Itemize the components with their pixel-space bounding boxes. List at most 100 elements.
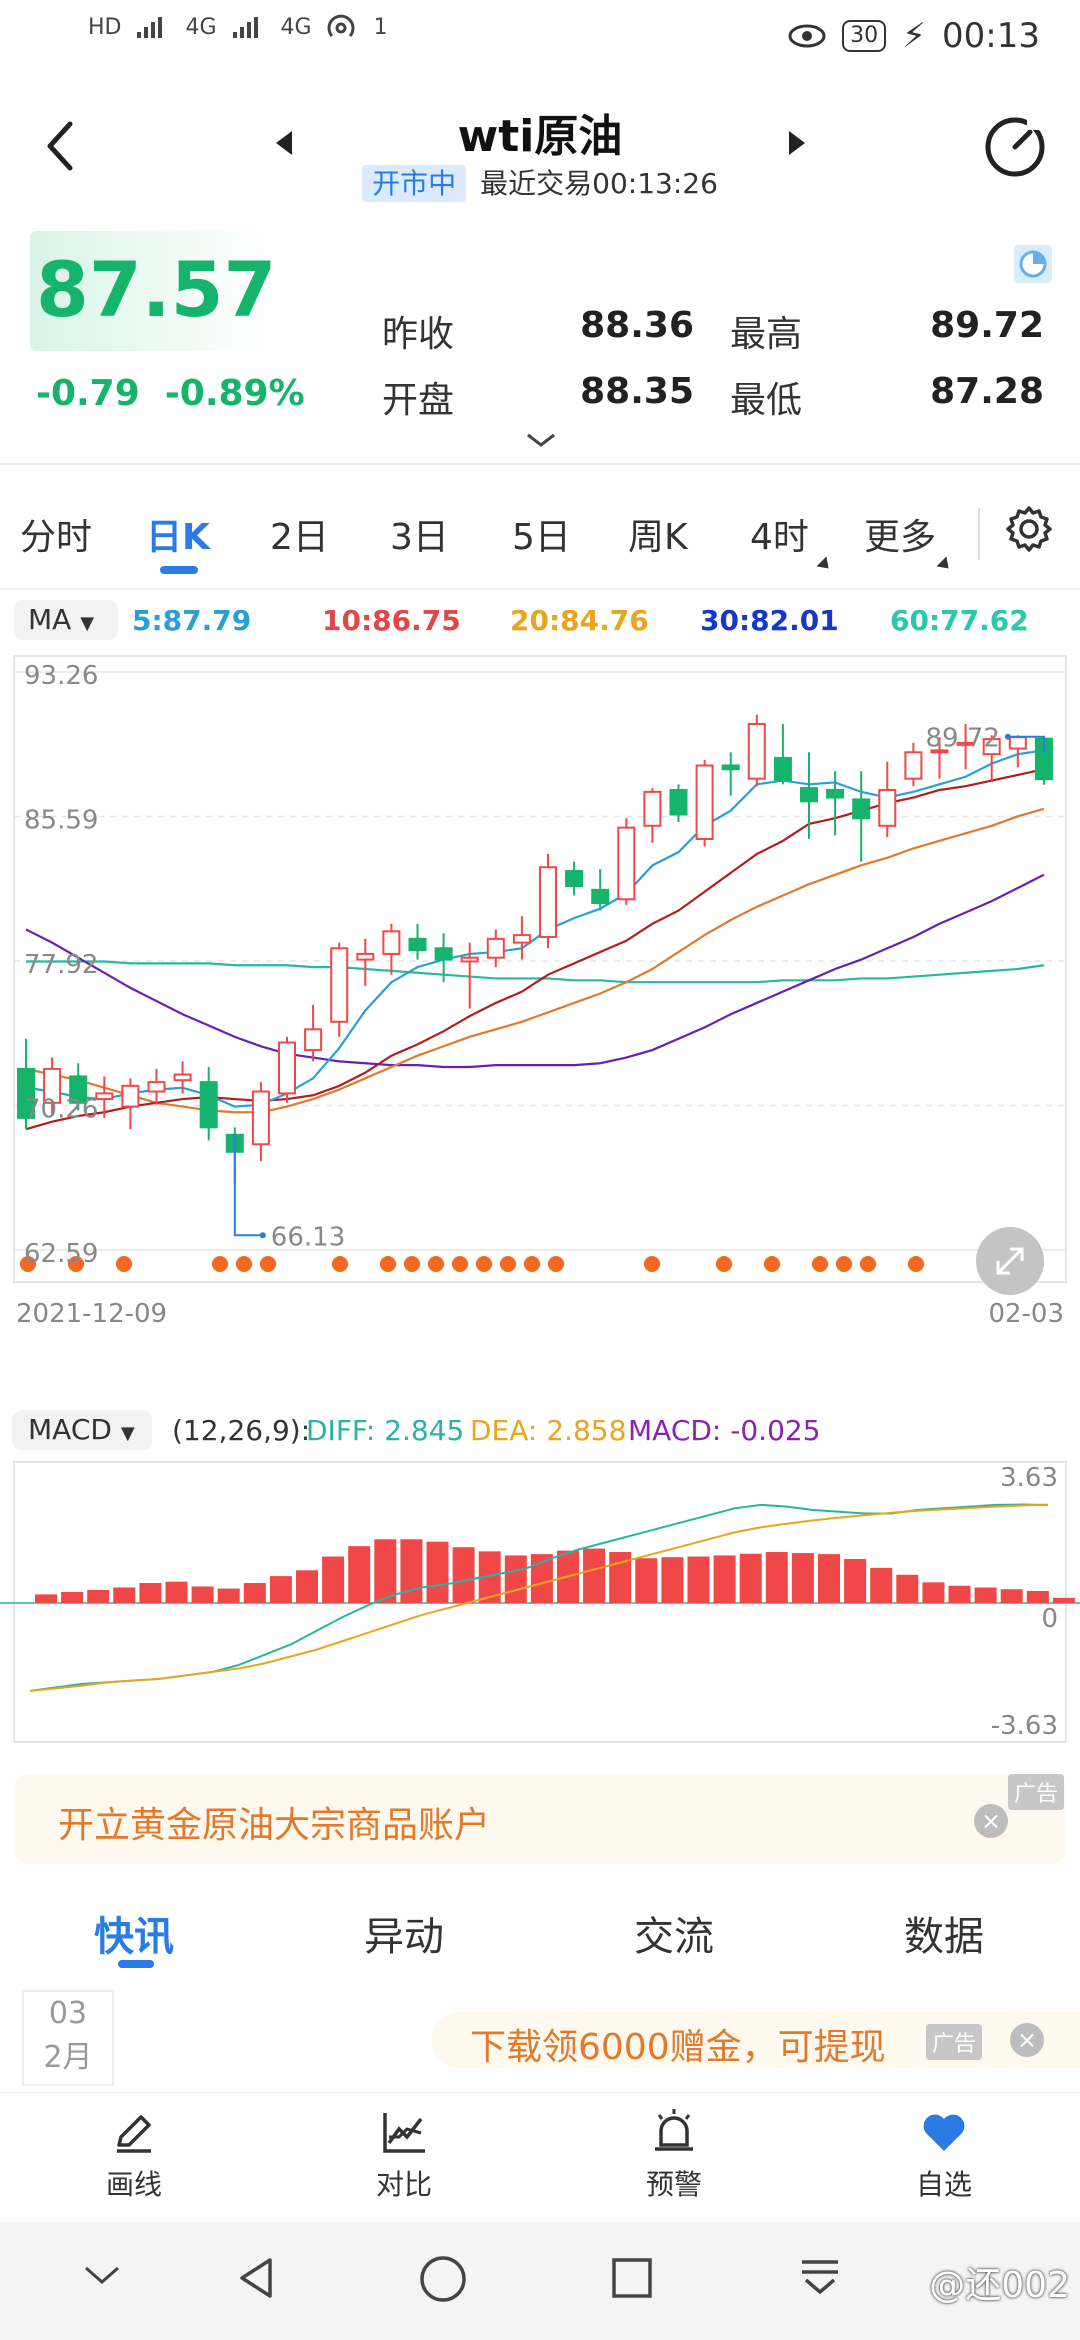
draw-line-button[interactable]: 画线: [54, 2107, 214, 2203]
chevron-down-icon[interactable]: [80, 2254, 124, 2298]
back-triangle-icon[interactable]: [232, 2254, 280, 2302]
macd-bar: [113, 1587, 136, 1603]
macd-bar: [269, 1576, 292, 1603]
home-circle-icon[interactable]: [418, 2254, 468, 2304]
tab-movement[interactable]: 异动: [364, 1914, 444, 1960]
tab-daily-k[interactable]: 日K: [146, 517, 210, 558]
candle-body: [69, 1075, 88, 1104]
hd-icon: HD: [88, 14, 122, 40]
compare-label: 对比: [375, 2168, 432, 2201]
high-marker-label: 89.72: [925, 724, 999, 754]
macd-histogram: [35, 1539, 1075, 1603]
bottom-action-bar: 画线 对比 预警 自选: [0, 2092, 1080, 2222]
event-marker: [212, 1256, 228, 1272]
macd-bar: [1026, 1590, 1049, 1603]
watermark: @还002: [929, 2265, 1070, 2306]
event-markers: [20, 1256, 1044, 1272]
event-marker: [548, 1256, 564, 1272]
candle-body: [512, 934, 531, 944]
tab-2day[interactable]: 2日: [270, 517, 329, 558]
candle-body: [251, 1090, 270, 1146]
refresh-icon[interactable]: [982, 114, 1048, 180]
ma10-line: [25, 768, 1045, 1131]
fullscreen-button[interactable]: [976, 1227, 1044, 1295]
price-change: -0.79 -0.89%: [36, 373, 305, 414]
tab-flash-news[interactable]: 快讯: [94, 1914, 174, 1960]
pen-icon: [117, 2115, 151, 2153]
tab-5day[interactable]: 5日: [512, 517, 571, 558]
candle-body: [1008, 736, 1027, 750]
ma-selector[interactable]: MA ▼: [14, 600, 118, 640]
macd-value: MACD: -0.025: [628, 1414, 821, 1447]
macd-params: (12,26,9):: [172, 1414, 311, 1447]
macd-chart[interactable]: 3.63 0 -3.63: [0, 1458, 1080, 1748]
macd-bar: [765, 1552, 788, 1603]
recents-square-icon[interactable]: [608, 2254, 656, 2302]
tab-timeshare[interactable]: 分时: [20, 517, 93, 558]
macd-selector[interactable]: MACD ▼: [12, 1410, 152, 1450]
next-instrument-icon[interactable]: [785, 128, 809, 158]
compare-button[interactable]: 对比: [324, 2107, 484, 2203]
battery-indicator: 30: [842, 20, 887, 52]
macd-bar: [844, 1558, 867, 1603]
candlestick-chart[interactable]: 89.72 66.13 93.26 85.59 77.92 70.26 62.59 2021-…: [0, 650, 1080, 1370]
macd-bar: [583, 1548, 606, 1603]
event-marker: [860, 1256, 876, 1272]
ad-text: 开立黄金原油大宗商品账户: [58, 1805, 491, 1846]
previous-instrument-icon[interactable]: [272, 128, 296, 158]
prev-close-label: 昨收: [382, 314, 455, 355]
macd-top-label: 3.63: [1000, 1463, 1058, 1493]
system-nav-bar: @还002: [0, 2222, 1080, 2340]
macd-bar: [191, 1586, 214, 1603]
alert-button[interactable]: 预警: [594, 2107, 754, 2203]
candle-body: [930, 749, 949, 754]
y-axis-label: 85.59: [24, 806, 98, 836]
macd-axis-labels: 3.63 0 -3.63: [991, 1463, 1058, 1741]
close-icon[interactable]: ×: [974, 1804, 1008, 1838]
notification-pull-icon[interactable]: [796, 2254, 844, 2302]
change-value: -0.79: [36, 373, 140, 414]
candle-body: [695, 764, 714, 840]
candle-body: [982, 738, 1001, 756]
last-trade-time: 最近交易00:13:26: [480, 167, 718, 200]
back-icon[interactable]: [36, 116, 86, 176]
tab-discussion[interactable]: 交流: [634, 1914, 714, 1960]
close-icon[interactable]: ×: [1010, 2023, 1044, 2057]
low-label: 最低: [730, 380, 803, 421]
y-axis-label: 62.59: [24, 1239, 98, 1269]
ad-banner[interactable]: 开立黄金原油大宗商品账户 × 广告: [14, 1774, 1066, 1864]
event-marker: [116, 1256, 132, 1272]
event-marker: [716, 1256, 732, 1272]
period-tabs: 分时 日K 2日 3日 5日 周K 4时 更多: [0, 470, 1080, 590]
hotspot-icon: [327, 14, 355, 37]
tab-data[interactable]: 数据: [904, 1914, 984, 1960]
high-value: 89.72: [930, 305, 1044, 346]
signal-indicators: HD 4G 4G 1: [88, 12, 388, 42]
pie-chart-icon[interactable]: [1014, 245, 1052, 283]
candle-body: [617, 826, 636, 901]
candle-body: [565, 870, 584, 888]
tab-more[interactable]: 更多: [864, 517, 937, 558]
y-axis-label: 70.26: [24, 1095, 98, 1125]
event-marker: [812, 1256, 828, 1272]
macd-bar: [139, 1583, 162, 1603]
watchlist-button[interactable]: 自选: [864, 2107, 1024, 2203]
dropdown-corner-icon: [936, 556, 954, 574]
alarm-icon: [655, 2109, 693, 2151]
tab-4hour[interactable]: 4时: [750, 517, 809, 558]
watchlist-label: 自选: [915, 2168, 972, 2201]
active-tab-indicator: [160, 566, 198, 574]
tab-3day[interactable]: 3日: [390, 517, 449, 558]
candle-body: [382, 930, 401, 955]
gear-icon[interactable]: [1004, 504, 1054, 554]
macd-bar: [217, 1588, 240, 1603]
tab-weekly-k[interactable]: 周K: [628, 517, 688, 558]
ma60-value: 60:77.62: [890, 604, 1029, 637]
ad-banner-small[interactable]: 下载领6000赠金，可提现 广告 ×: [432, 2012, 1080, 2068]
draw-line-label: 画线: [105, 2168, 162, 2201]
chevron-down-icon[interactable]: [524, 431, 558, 451]
ad-tag: 广告: [1008, 1774, 1065, 1810]
ma20-value: 20:84.76: [510, 604, 649, 637]
candle-body: [199, 1081, 218, 1129]
candle-body: [356, 952, 375, 961]
